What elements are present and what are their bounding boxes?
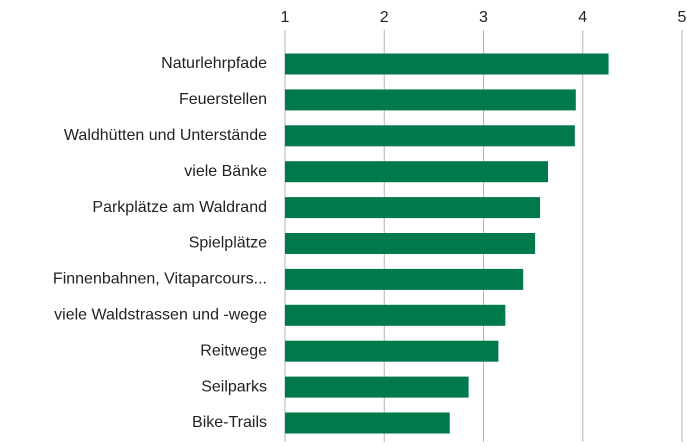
y-tick-label: Parkplätze am Waldrand	[92, 199, 267, 216]
bar	[285, 125, 575, 147]
y-tick-label: Reitwege	[200, 342, 267, 359]
y-tick-label: Seilparks	[201, 378, 267, 395]
bar	[285, 197, 541, 219]
bar	[285, 268, 524, 290]
y-tick-label: Bike-Trails	[192, 414, 267, 431]
bar	[285, 376, 469, 398]
bar	[285, 233, 536, 254]
bar	[285, 412, 450, 434]
bar	[285, 53, 609, 75]
x-tick-label: 1	[281, 9, 290, 26]
x-tick-label: 5	[678, 9, 687, 26]
bar	[285, 89, 576, 111]
x-tick-label: 2	[380, 9, 389, 26]
y-tick-label: viele Bänke	[184, 163, 267, 180]
bar	[285, 161, 549, 183]
bar	[285, 340, 499, 362]
y-tick-label: Finnenbahnen, Vitaparcours...	[53, 271, 267, 288]
y-tick-label: Feuerstellen	[179, 91, 267, 108]
x-tick-label: 4	[578, 9, 587, 26]
x-tick-label: 3	[479, 9, 488, 26]
y-tick-label: Spielplätze	[189, 235, 267, 252]
y-tick-label: viele Waldstrassen und -wege	[54, 307, 267, 324]
bar	[285, 304, 506, 326]
y-tick-label: Waldhütten und Unterstände	[64, 127, 267, 144]
y-tick-label: Naturlehrpfade	[161, 55, 267, 72]
